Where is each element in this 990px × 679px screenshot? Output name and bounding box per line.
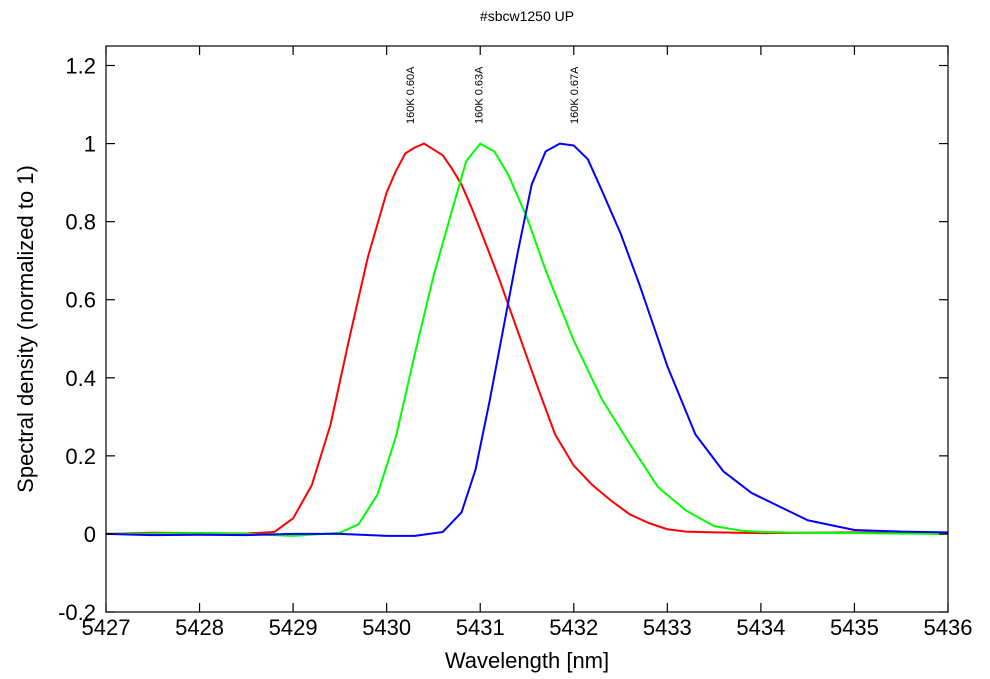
y-tick-label: 0.8 [65,210,96,235]
y-tick-label: 0.6 [65,288,96,313]
series-line-2 [105,142,949,537]
y-tick-label: 1.2 [65,54,96,79]
y-tick-label: 0.2 [65,444,96,469]
peak-annotation-1: 160K 0.60A [405,66,417,124]
x-tick-label: 5427 [82,615,131,640]
x-tick-label: 5436 [924,615,973,640]
y-tick-label: 0.4 [65,366,96,391]
x-tick-label: 5429 [269,615,318,640]
x-tick-label: 5430 [362,615,411,640]
y-tick-label: 0 [84,522,96,547]
x-tick-label: 5431 [456,615,505,640]
x-tick-label: 5433 [643,615,692,640]
y-tick-label: 1 [84,132,96,157]
x-tick-label: 5428 [175,615,224,640]
peak-annotation-2: 160K 0.63A [473,66,485,124]
series-line-3 [105,142,949,537]
y-tick-label: -0.2 [58,600,96,625]
annotations: 160K 0.60A 160K 0.63A 160K 0.67A [405,66,581,124]
x-tick-label: 5435 [830,615,879,640]
peak-annotation-3: 160K 0.67A [569,66,581,124]
x-tick-label: 5434 [736,615,785,640]
x-axis: 5427 5428 5429 5430 5431 5432 5433 5434 5435 5436 [82,46,973,640]
x-axis-label: Wavelength [nm] [445,648,609,673]
plot-frame [105,45,949,613]
plot-area [105,142,949,537]
y-axis-label: Spectral density (normalized to 1) [13,165,38,493]
x-tick-label: 5432 [549,615,598,640]
series-line-1 [105,142,949,535]
chart-title: #sbcw1250 UP [480,8,574,24]
y-axis: -0.2 0 0.2 0.4 0.6 0.8 1 1.2 [58,54,948,625]
